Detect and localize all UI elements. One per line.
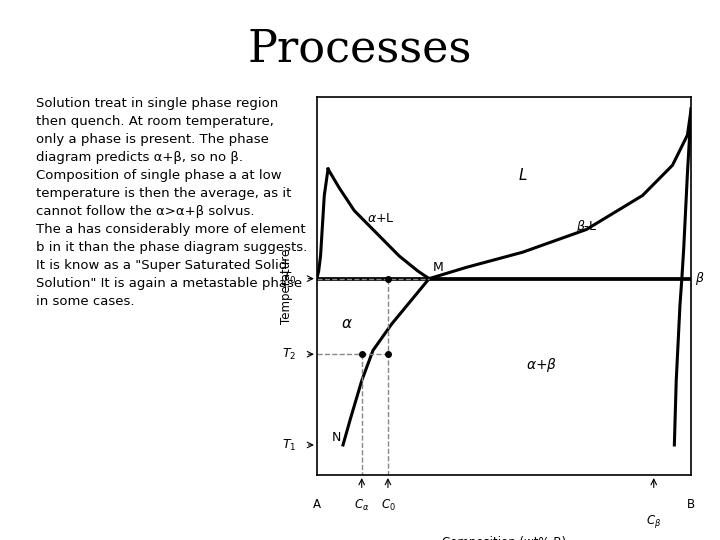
Text: Processes: Processes <box>248 27 472 70</box>
Text: $\beta$: $\beta$ <box>695 270 705 287</box>
Text: Temperature: Temperature <box>280 248 293 324</box>
Text: $C_\alpha$: $C_\alpha$ <box>354 498 369 513</box>
Text: $C_0$: $C_0$ <box>381 498 395 513</box>
Text: L: L <box>518 168 527 184</box>
Text: A: A <box>312 498 321 511</box>
Text: Composition (wt% B): Composition (wt% B) <box>442 536 566 540</box>
Text: B: B <box>687 498 696 511</box>
Text: $T_2$: $T_2$ <box>282 347 296 362</box>
Text: N: N <box>332 431 341 444</box>
Text: $\beta$-L: $\beta$-L <box>576 218 597 234</box>
Text: $\alpha$: $\alpha$ <box>341 316 353 331</box>
Text: $\alpha$+$\beta$: $\alpha$+$\beta$ <box>526 356 557 374</box>
Text: $T_0$: $T_0$ <box>282 271 296 286</box>
Text: Solution treat in single phase region
then quench. At room temperature,
only a p: Solution treat in single phase region th… <box>36 97 307 308</box>
Text: M: M <box>433 261 444 274</box>
Text: $C_\beta$: $C_\beta$ <box>646 513 662 530</box>
Text: $\alpha$+L: $\alpha$+L <box>366 212 395 225</box>
Text: $T_1$: $T_1$ <box>282 437 296 453</box>
